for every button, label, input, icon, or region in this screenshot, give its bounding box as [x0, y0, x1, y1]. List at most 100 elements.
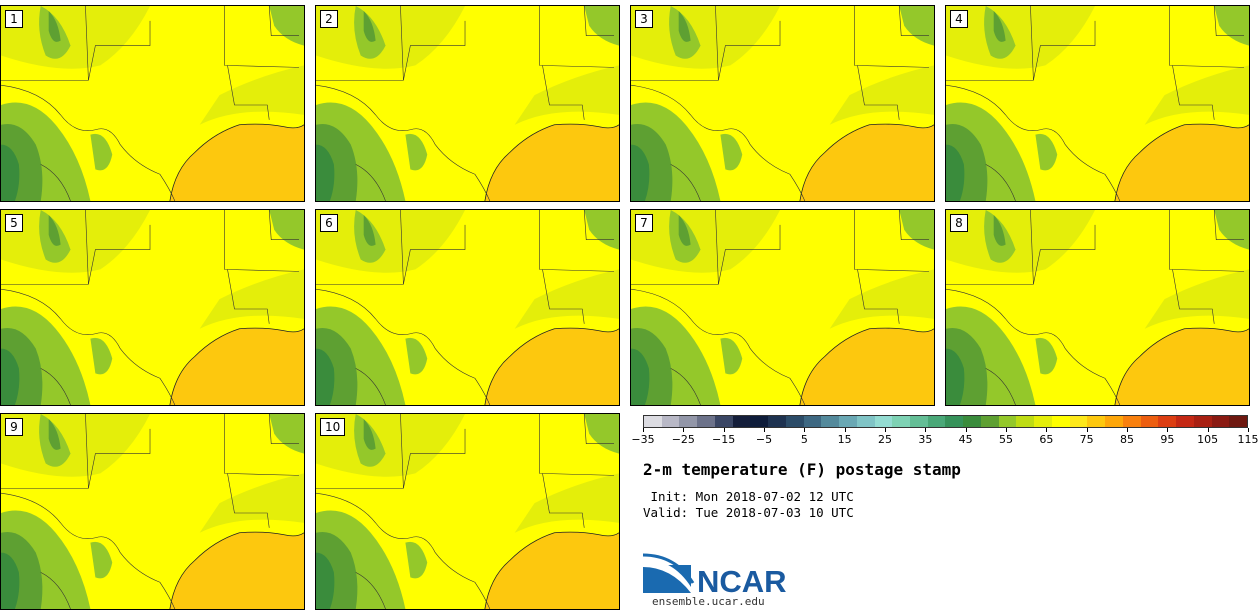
colorbar-segment [714, 416, 733, 427]
coastline [169, 123, 304, 201]
warm-field [1144, 65, 1249, 125]
cool-field [1, 144, 20, 201]
boundary-line [400, 210, 404, 285]
boundary-line [542, 473, 585, 528]
valid-time: Valid: Tue 2018-07-03 10 UTC [643, 505, 854, 520]
member-label: 10 [320, 418, 346, 436]
gulf-water [799, 124, 934, 201]
member-label: 5 [5, 214, 23, 232]
colorbar-tick [1046, 428, 1048, 432]
cool-field [993, 10, 1006, 42]
cool-field [405, 337, 428, 375]
boundary-line [583, 210, 615, 240]
colorbar-segment [1193, 416, 1212, 427]
postage-stamp-map: 6 [315, 209, 620, 406]
boundary-line [224, 210, 300, 272]
colorbar-segment [1140, 416, 1159, 427]
colorbar-segment [679, 416, 698, 427]
colorbar-segment [697, 416, 715, 427]
colorbar-tick [965, 428, 967, 432]
colorbar-tick [1167, 428, 1169, 432]
coastline [169, 327, 304, 405]
boundary-line [1213, 210, 1245, 240]
coastline [484, 327, 619, 405]
warm-field [1, 210, 151, 273]
boundary-line [85, 6, 89, 81]
plot-title: 2-m temperature (F) postage stamp [643, 460, 961, 479]
boundary-line [355, 164, 386, 201]
boundary-line [985, 164, 1016, 201]
colorbar-tick-label: 105 [1197, 433, 1219, 446]
gulf-water [169, 532, 304, 609]
colorbar-segment [803, 416, 822, 427]
colorbar-tick [1086, 428, 1088, 432]
boundary-line [985, 368, 1016, 405]
colorbar-tick [1248, 428, 1249, 432]
website-url: ensemble.ucar.edu [652, 595, 765, 608]
colorbar-segment [1051, 416, 1070, 427]
coastline [169, 531, 304, 609]
warm-field [1, 6, 151, 69]
boundary-line [85, 210, 89, 285]
colorbar-segment [1176, 416, 1194, 427]
member-label: 9 [5, 418, 23, 436]
coastline [484, 531, 619, 609]
colorbar-segment [821, 416, 840, 427]
warm-field [631, 210, 781, 273]
colorbar-tick-label: 65 [1039, 433, 1054, 446]
colorbar-segment [963, 416, 981, 427]
colorbar-tick-label: 15 [837, 433, 852, 446]
cool-field [363, 10, 376, 42]
colorbar-segment [1211, 416, 1230, 427]
cool-field [720, 337, 743, 375]
boundary-line [583, 414, 615, 444]
colorbar-tick-label: 35 [918, 433, 933, 446]
colorbar-segment [910, 416, 928, 427]
boundary-line [1030, 6, 1034, 81]
boundary-line [857, 269, 900, 324]
warm-field [829, 65, 934, 125]
boundary-line [85, 414, 89, 489]
postage-stamp-map: 5 [0, 209, 305, 406]
boundary-line [1, 224, 151, 285]
cool-field [90, 337, 113, 375]
boundary-line [316, 224, 466, 285]
colorbar-segment [1229, 416, 1247, 427]
colorbar-segment [892, 416, 911, 427]
cool-field [405, 541, 428, 579]
colorbar-tick-label: −5 [755, 433, 773, 446]
boundary-line [854, 210, 930, 272]
postage-stamp-map: 3 [630, 5, 935, 202]
cool-field [678, 10, 691, 42]
colorbar-segment [1087, 416, 1106, 427]
postage-stamp-map: 7 [630, 209, 935, 406]
boundary-line [40, 572, 71, 609]
colorbar-tick [683, 428, 685, 432]
boundary-line [224, 414, 300, 476]
colorbar-segment [1016, 416, 1035, 427]
cool-field [405, 133, 428, 171]
gulf-water [484, 124, 619, 201]
colorbar-tick-label: 75 [1079, 433, 1094, 446]
member-label: 7 [635, 214, 653, 232]
cool-field [316, 144, 335, 201]
coastline [1114, 327, 1249, 405]
colorbar-segment [839, 416, 857, 427]
logo-text: NCAR [697, 564, 787, 595]
boundary-line [1172, 65, 1215, 120]
gulf-water [484, 532, 619, 609]
cool-field [1035, 133, 1058, 171]
boundary-line [1, 428, 151, 489]
cool-field [946, 348, 965, 405]
warm-field [946, 210, 1096, 273]
boundary-line [1172, 269, 1215, 324]
warm-field [1144, 269, 1249, 329]
warm-field [1, 414, 151, 477]
colorbar-segment [732, 416, 751, 427]
boundary-line [631, 20, 781, 81]
boundary-line [227, 65, 270, 120]
colorbar-tick [885, 428, 886, 432]
temperature-colorbar [643, 415, 1248, 428]
boundary-line [1169, 210, 1245, 272]
gulf-water [169, 124, 304, 201]
